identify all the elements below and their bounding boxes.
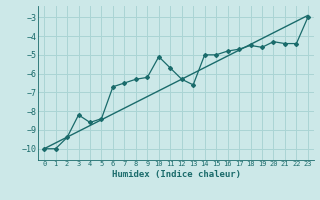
X-axis label: Humidex (Indice chaleur): Humidex (Indice chaleur) [111, 170, 241, 179]
